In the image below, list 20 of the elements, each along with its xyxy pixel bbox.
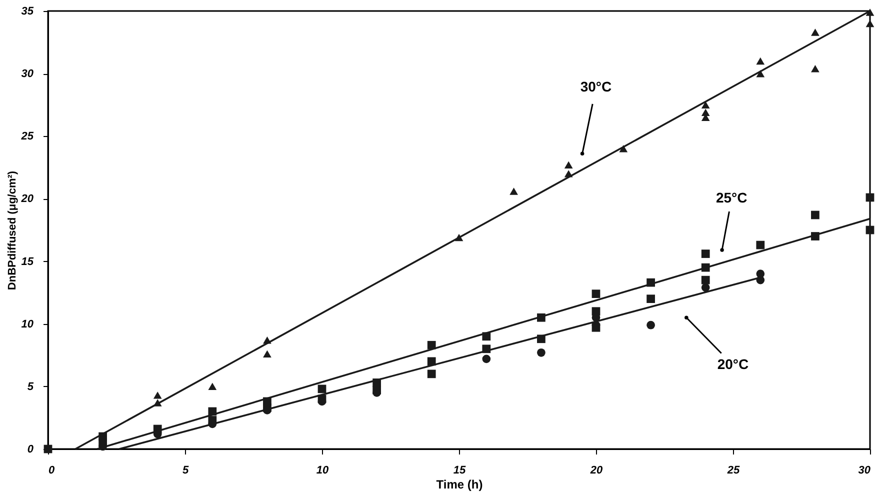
x-tick-label: 25 bbox=[726, 464, 740, 476]
x-axis-title: Time (h) bbox=[436, 478, 483, 492]
y-tick-label: 10 bbox=[21, 318, 34, 330]
x-tick-label: 0 bbox=[48, 464, 56, 476]
y-tick-label: 20 bbox=[20, 193, 34, 206]
y-tick-label: 0 bbox=[27, 444, 34, 456]
x-tick-label: 15 bbox=[453, 464, 466, 476]
y-tick-label: 5 bbox=[27, 380, 34, 393]
x-tick-label: 5 bbox=[182, 464, 190, 476]
x-tick-label: 20 bbox=[589, 464, 604, 476]
y-tick-label: 30 bbox=[21, 68, 34, 80]
annotation: 20°C bbox=[717, 356, 749, 372]
annotation: 25°C bbox=[716, 190, 748, 206]
y-tick-label: 35 bbox=[21, 6, 34, 18]
y-axis-title: DnBPdiffused (μg/cm²) bbox=[6, 170, 18, 290]
x-tick-label: 30 bbox=[858, 464, 872, 476]
annotation: 30°C bbox=[580, 78, 612, 94]
y-tick-label: 25 bbox=[20, 130, 34, 143]
x-tick-label: 10 bbox=[316, 464, 330, 476]
y-tick-label: 15 bbox=[21, 256, 34, 268]
